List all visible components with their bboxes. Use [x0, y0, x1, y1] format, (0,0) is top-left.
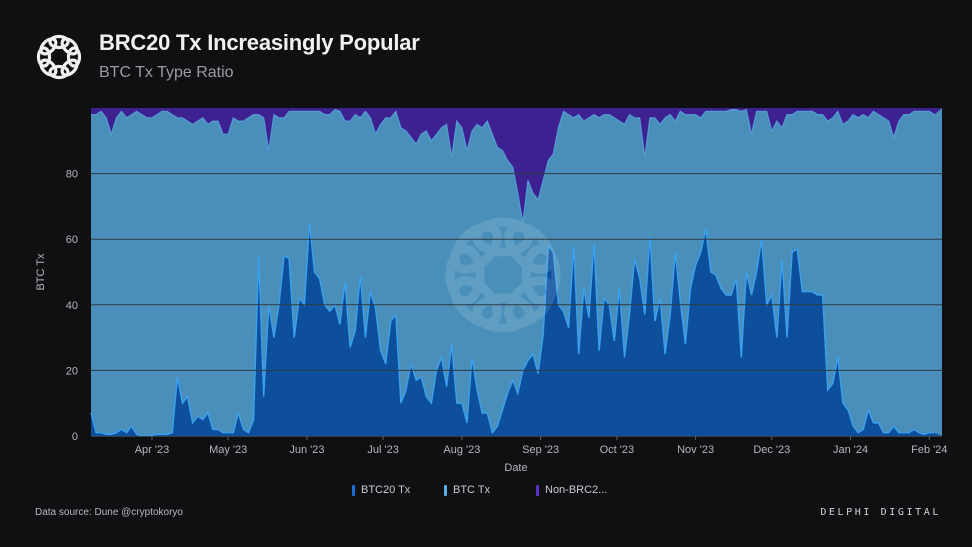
y-tick-label: 60	[66, 234, 78, 246]
watermark-loop	[445, 244, 485, 306]
gridlines	[91, 173, 942, 437]
x-tick-label: Jan '24	[833, 444, 868, 456]
delphi-knot-logo-icon	[36, 34, 82, 80]
legend-swatch-brc20	[352, 484, 355, 496]
y-tick-label: 20	[66, 365, 78, 377]
x-tick-label: Dec '23	[753, 444, 790, 456]
data-source-note: Data source: Dune @cryptokoryo	[35, 507, 183, 518]
y-axis-label: BTC Tx	[35, 253, 47, 291]
legend-label-non-brc20: Non-BRC2...	[545, 484, 608, 496]
legend: BTC20 Tx BTC Tx Non-BRC2...	[0, 484, 972, 500]
y-tick-label: 0	[72, 431, 78, 443]
x-tick-label: Nov '23	[677, 444, 714, 456]
watermark-loop	[472, 217, 534, 257]
x-tick-label: Jul '23	[367, 444, 398, 456]
watermark-loop	[472, 293, 534, 333]
y-tick-label: 40	[66, 300, 78, 312]
chart-title: BRC20 Tx Increasingly Popular	[99, 30, 420, 55]
chart-subtitle: BTC Tx Type Ratio	[99, 64, 234, 81]
y-axis: 0 20 40 60 80	[66, 169, 78, 443]
x-axis: Apr '23 May '23 Jun '23 Jul '23 Aug '23 Sep '…	[135, 436, 947, 456]
x-tick-label: Sep '23	[522, 444, 559, 456]
brand-wordmark: DELPHI DIGITAL	[820, 507, 941, 518]
x-tick-label: Apr '23	[135, 444, 170, 456]
x-tick-label: Oct '23	[600, 444, 635, 456]
legend-label-btc: BTC Tx	[453, 484, 491, 496]
delphi-watermark-icon	[445, 217, 561, 333]
y-tick-label: 80	[66, 169, 78, 181]
x-tick-label: May '23	[209, 444, 247, 456]
watermark-loop	[450, 222, 502, 274]
legend-item-btc[interactable]: BTC Tx	[444, 484, 490, 496]
x-tick-label: Aug '23	[443, 444, 480, 456]
legend-swatch-non-brc20	[536, 484, 539, 496]
x-tick-label: Jun '23	[289, 444, 324, 456]
legend-swatch-btc	[444, 484, 447, 496]
watermark-loop	[521, 244, 561, 306]
watermark-loop	[504, 222, 556, 274]
legend-item-brc20[interactable]: BTC20 Tx	[352, 484, 410, 496]
plot-area	[90, 108, 942, 437]
legend-label-brc20: BTC20 Tx	[361, 484, 411, 496]
watermark-loop	[504, 276, 556, 328]
line-brc20-boundary	[90, 222, 935, 437]
area-non-brc20	[91, 108, 942, 223]
x-axis-label: Date	[504, 462, 527, 474]
x-tick-label: Feb '24	[911, 444, 947, 456]
area-brc20-tx	[91, 222, 942, 436]
watermark-loop	[450, 276, 502, 328]
legend-item-non-brc20[interactable]: Non-BRC2...	[536, 484, 607, 496]
line-non-brc20-boundary	[91, 108, 935, 223]
